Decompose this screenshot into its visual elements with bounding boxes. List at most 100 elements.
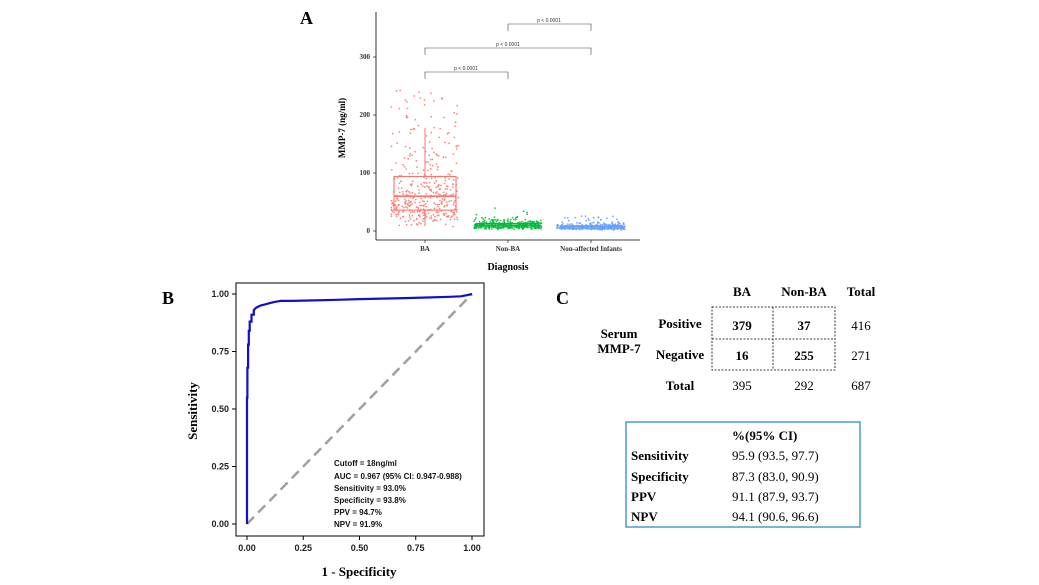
jitter-point	[441, 200, 444, 203]
jitter-point	[518, 221, 521, 224]
jitter-point	[397, 187, 400, 190]
jitter-point	[556, 225, 559, 228]
jitter-point	[574, 216, 577, 219]
jitter-point	[456, 113, 458, 115]
jitter-point	[423, 99, 426, 101]
jitter-point	[424, 202, 427, 205]
jitter-point	[390, 199, 393, 202]
jitter-point	[402, 193, 405, 196]
jitter-point	[485, 227, 488, 230]
jitter-point	[605, 223, 608, 226]
roc-xtick-label: 1.00	[463, 543, 481, 553]
jitter-point	[539, 222, 542, 225]
panel-a-letter: A	[300, 8, 313, 28]
jitter-point	[437, 185, 439, 188]
jitter-point	[396, 176, 399, 179]
jitter-point	[436, 168, 439, 171]
roc-xtick-label: 0.00	[238, 543, 256, 553]
jitter-point	[579, 222, 582, 225]
jitter-point	[452, 225, 454, 228]
metric-label-specificity: Specificity	[631, 469, 689, 484]
jitter-point	[411, 210, 414, 213]
jitter-point	[623, 223, 625, 226]
jitter-point	[396, 197, 399, 200]
ct-row-group-label-line1: Serum	[601, 326, 638, 341]
jitter-point	[611, 222, 613, 225]
jitter-point	[430, 158, 432, 161]
jitter-point	[539, 219, 542, 222]
jitter-point	[454, 213, 456, 216]
jitter-point	[598, 222, 600, 224]
jitter-point	[408, 216, 411, 219]
jitter-point	[425, 177, 428, 180]
jitter-point	[443, 205, 446, 208]
jitter-point	[513, 218, 515, 221]
jitter-point	[429, 164, 432, 166]
jitter-point	[597, 216, 600, 219]
jitter-point	[395, 215, 398, 218]
roc-xtick-label: 0.75	[407, 543, 425, 553]
jitter-point	[526, 213, 529, 216]
jitter-point	[435, 219, 438, 222]
roc-ytick-label: 0.50	[211, 404, 229, 414]
jitter-point	[405, 205, 407, 208]
jitter-point	[616, 218, 618, 221]
jitter-point	[396, 142, 399, 145]
jitter-point	[592, 216, 595, 219]
jitter-point	[422, 146, 425, 149]
jitter-point	[535, 220, 538, 223]
jitter-point	[438, 136, 440, 139]
jitter-point	[492, 220, 494, 223]
jitter-point	[503, 218, 506, 221]
jitter-point	[434, 176, 436, 179]
jitter-point	[418, 221, 420, 224]
jitter-point	[432, 213, 435, 216]
jitter-point	[430, 92, 432, 94]
jitter-point	[453, 212, 455, 214]
jitter-point	[569, 223, 571, 226]
jitter-point	[517, 227, 520, 230]
jitter-point	[601, 223, 604, 226]
jitter-point	[411, 203, 414, 205]
jitter-point	[599, 218, 602, 221]
jitter-point	[450, 216, 452, 219]
roc-ytick-label: 1.00	[211, 289, 229, 299]
jitter-point	[592, 221, 595, 224]
pvalue-ba-nonba: p < 0.0001	[454, 66, 478, 72]
jitter-point	[428, 141, 431, 144]
jitter-point	[482, 218, 485, 221]
jitter-point	[423, 181, 426, 184]
jitter-point	[454, 125, 456, 128]
jitter-point	[402, 163, 404, 166]
metric-value-ppv: 91.1 (87.9, 93.7)	[732, 489, 819, 504]
jitter-point	[397, 203, 400, 206]
ct-cell-ba-total: 395	[732, 378, 752, 393]
jitter-point	[401, 205, 404, 208]
jitter-point	[440, 184, 442, 187]
panel-a-significance-brackets: p < 0.0001 p < 0.0001 p < 0.0001	[424, 18, 592, 79]
jitter-point	[405, 190, 408, 193]
jitter-point	[473, 220, 475, 223]
jitter-point	[408, 147, 411, 150]
jitter-point	[418, 192, 420, 195]
jitter-point	[403, 157, 406, 160]
jitter-point	[430, 173, 433, 176]
jitter-point	[421, 212, 424, 214]
jitter-point	[408, 214, 411, 216]
jitter-point	[440, 210, 443, 213]
jitter-point	[398, 107, 401, 110]
jitter-point	[408, 190, 410, 193]
jitter-point	[409, 132, 412, 135]
jitter-point	[457, 144, 460, 147]
jitter-point	[452, 214, 455, 216]
jitter-point	[390, 145, 393, 148]
jitter-point	[527, 221, 529, 223]
jitter-point	[441, 202, 443, 205]
jitter-point	[556, 223, 559, 226]
panel-a-xtick-nonba: Non-BA	[496, 245, 521, 253]
jitter-point	[399, 217, 402, 220]
panel-b-letter: B	[162, 288, 174, 308]
metrics-box	[625, 421, 861, 528]
ct-row-label-negative: Negative	[656, 347, 705, 362]
jitter-point	[429, 167, 432, 170]
